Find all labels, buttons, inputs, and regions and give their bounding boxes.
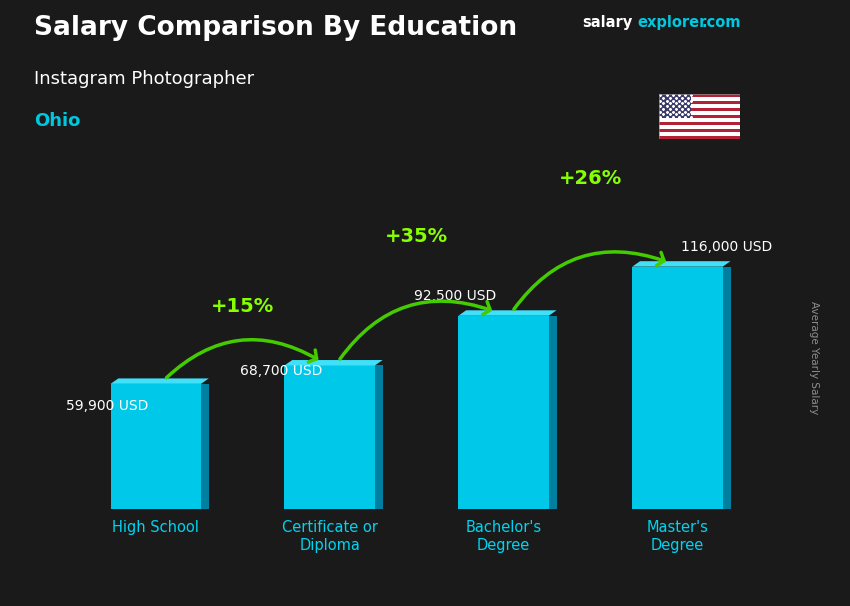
Bar: [285, 365, 375, 509]
Text: +26%: +26%: [559, 169, 622, 188]
Bar: [659, 136, 740, 139]
Text: .com: .com: [701, 15, 740, 30]
Bar: [659, 108, 740, 112]
Bar: [659, 132, 740, 136]
Bar: [458, 316, 549, 509]
Text: Salary Comparison By Education: Salary Comparison By Education: [34, 15, 517, 41]
Polygon shape: [458, 310, 557, 316]
Bar: [659, 115, 740, 118]
Bar: [659, 94, 691, 118]
Bar: [110, 384, 201, 509]
Bar: [659, 112, 740, 115]
Polygon shape: [722, 267, 730, 509]
Bar: [659, 98, 740, 101]
Bar: [659, 125, 740, 129]
Polygon shape: [632, 261, 730, 267]
Text: 59,900 USD: 59,900 USD: [65, 399, 148, 413]
Bar: [659, 104, 740, 108]
Text: Instagram Photographer: Instagram Photographer: [34, 70, 254, 88]
Bar: [632, 267, 722, 509]
Polygon shape: [375, 365, 383, 509]
Text: Average Yearly Salary: Average Yearly Salary: [809, 301, 819, 414]
Polygon shape: [201, 384, 209, 509]
Bar: [659, 129, 740, 132]
Text: +35%: +35%: [385, 227, 448, 246]
Bar: [659, 122, 740, 125]
Bar: [659, 94, 740, 98]
Text: 92,500 USD: 92,500 USD: [414, 289, 496, 303]
Text: salary: salary: [582, 15, 632, 30]
Bar: [659, 118, 740, 122]
Polygon shape: [285, 360, 382, 365]
Text: explorer: explorer: [638, 15, 707, 30]
Polygon shape: [549, 316, 557, 509]
Text: 116,000 USD: 116,000 USD: [681, 240, 772, 254]
Text: 68,700 USD: 68,700 USD: [240, 364, 322, 378]
Text: Ohio: Ohio: [34, 112, 81, 130]
Text: +15%: +15%: [211, 298, 275, 316]
Bar: [659, 101, 740, 104]
Polygon shape: [110, 378, 209, 384]
